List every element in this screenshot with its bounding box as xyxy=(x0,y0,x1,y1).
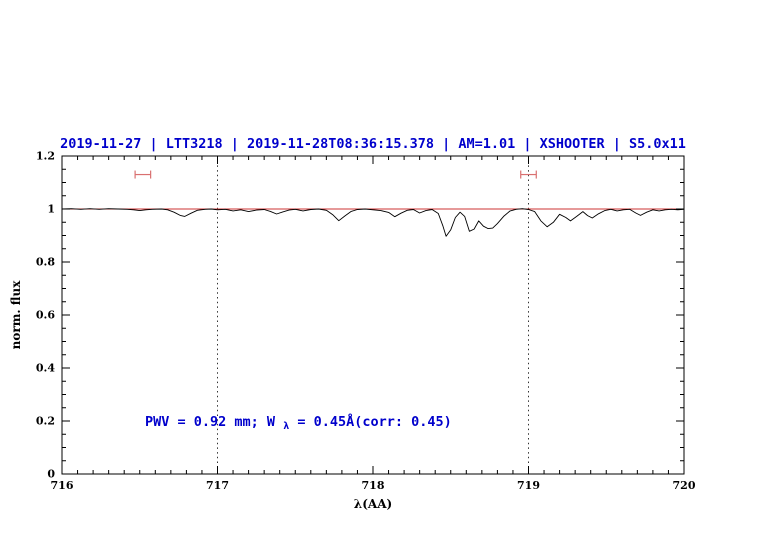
spectrum-polyline xyxy=(61,208,685,237)
y-tick-label: 0.2 xyxy=(36,415,55,428)
plot-title: 2019-11-27 | LTT3218 | 2019-11-28T08:36:… xyxy=(60,136,686,152)
x-tick-label: 718 xyxy=(362,479,385,492)
pwv-annotation-subscript: λ xyxy=(283,421,289,432)
axis-ticks xyxy=(61,155,685,475)
x-tick-label: 719 xyxy=(517,479,540,492)
y-tick-label: 1.2 xyxy=(36,150,55,163)
chart-layer: 716 717 718 719 720 0 0.2 0.4 0.6 0.8 1 1.2 xyxy=(36,150,696,493)
pwv-annotation-prefix: PWV = 0.92 mm; W xyxy=(145,414,276,430)
reference-lines xyxy=(62,156,684,474)
y-tick-label: 0.8 xyxy=(36,256,55,269)
tick-labels: 716 717 718 719 720 0 0.2 0.4 0.6 0.8 1 1.2 xyxy=(36,150,696,493)
x-tick-label: 720 xyxy=(673,479,696,492)
x-tick-label: 717 xyxy=(206,479,229,492)
y-tick-label: 0.4 xyxy=(36,362,55,375)
y-tick-label: 0 xyxy=(47,468,55,481)
x-tick-label: 716 xyxy=(51,479,74,492)
spectrum-series xyxy=(61,208,685,237)
y-axis-label: norm. flux xyxy=(9,280,23,350)
pwv-annotation-suffix: = 0.45Å(corr: 0.45) xyxy=(297,413,451,430)
wavelength-range-markers xyxy=(134,170,537,179)
pwv-annotation: PWV = 0.92 mm; W λ = 0.45Å(corr: 0.45) xyxy=(145,413,452,433)
y-tick-label: 1 xyxy=(47,203,55,216)
x-axis-label: λ(AA) xyxy=(354,497,392,511)
y-tick-label: 0.6 xyxy=(36,309,55,322)
